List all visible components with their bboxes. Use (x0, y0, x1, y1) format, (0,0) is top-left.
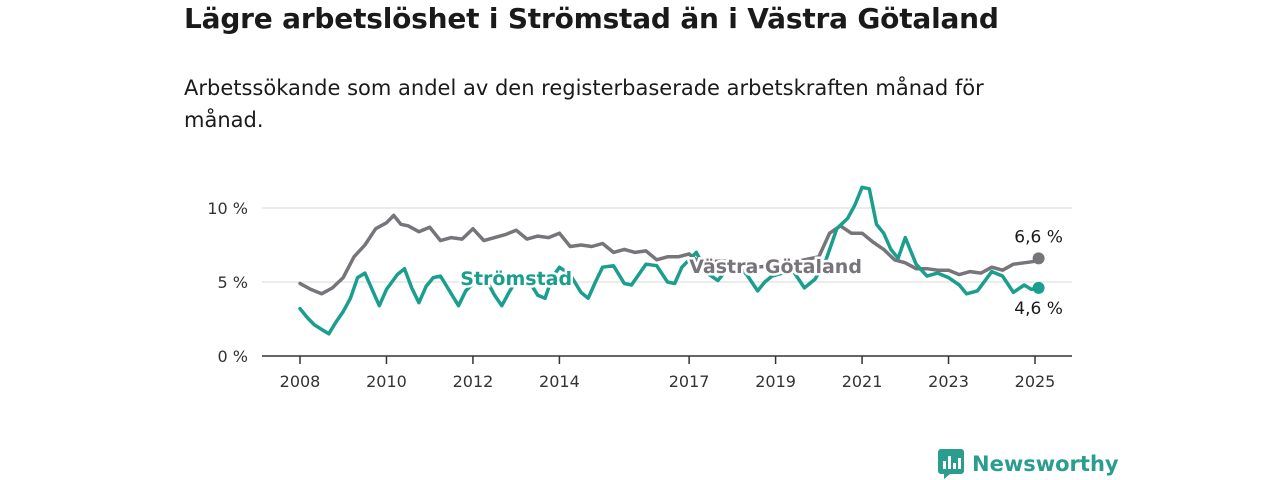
x-tick-label: 2021 (842, 372, 883, 391)
x-tick-label: 2008 (280, 372, 321, 391)
end-point-stromstad (1032, 281, 1045, 294)
x-tick-label: 2019 (755, 372, 796, 391)
chart-subtitle: Arbetssökande som andel av den registerb… (184, 76, 984, 132)
x-tick-label: 2012 (453, 372, 494, 391)
end-value-label: 6,6 % (1014, 227, 1063, 247)
x-tick-label: 2025 (1015, 372, 1056, 391)
series-label-stromstad: Strömstad (460, 268, 572, 290)
x-tick-label: 2017 (669, 372, 710, 391)
end-value-label: 4,6 % (1014, 299, 1063, 319)
series-labels: 6,6 % 4,6 % Strömstad Västra Götaland (458, 227, 1063, 319)
y-tick-label: 5 % (218, 273, 248, 292)
brand-logo: Newsworthy (938, 448, 1119, 480)
x-tick-label: 2010 (366, 372, 407, 391)
y-tick-label: 0 % (218, 347, 248, 366)
y-tick-label: 10 % (207, 199, 248, 218)
series-line-stromstad (298, 185, 1041, 336)
x-tick-label: 2023 (928, 372, 969, 391)
brand-name: Newsworthy (972, 452, 1119, 476)
chart-title: Lägre arbetslöshet i Strömstad än i Väst… (184, 2, 999, 35)
series-label-vastra-gotaland: Västra Götaland (689, 256, 862, 278)
newsworthy-logo-icon (938, 449, 964, 479)
line-chart: 0 %5 %10 % 2008 2010 2012 2014 2017 2019 2021 2… (207, 185, 1072, 391)
series-lines (298, 185, 1041, 336)
series-line-vastra-gotaland (298, 213, 1041, 296)
end-point-vastra-gotaland (1032, 252, 1045, 265)
y-axis-labels: 0 % 5 % 10 % (207, 199, 248, 366)
x-tick-label: 2014 (539, 372, 580, 391)
x-axis-ticks: 2008 2010 2012 2014 2017 2019 2021 2023 2025 (280, 356, 1056, 391)
